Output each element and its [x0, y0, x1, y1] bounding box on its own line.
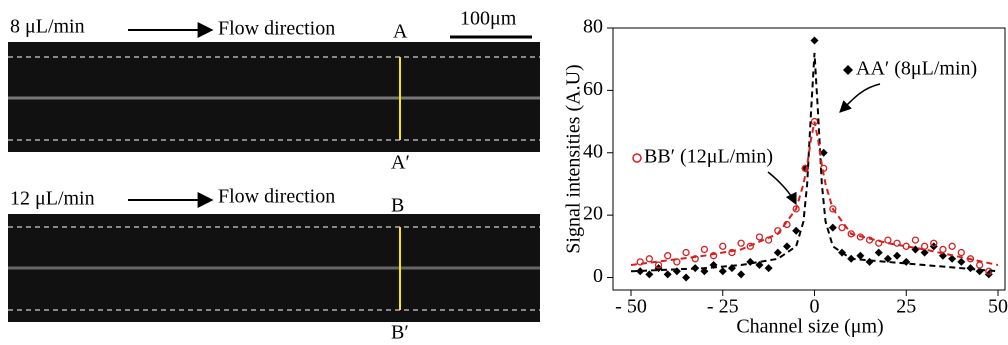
point — [765, 264, 773, 272]
point — [774, 249, 782, 257]
fit-line — [631, 122, 998, 265]
rate-label: 12 μL/min — [10, 188, 95, 210]
flow-label: Flow direction — [218, 18, 335, 40]
rate-label: 8 μL/min — [10, 16, 85, 38]
point — [958, 250, 964, 256]
y-tick-label: 80 — [583, 16, 603, 38]
point — [829, 224, 837, 232]
point — [957, 258, 965, 266]
x-tick-label: - 25 — [707, 296, 739, 318]
y-tick-label: 0 — [593, 265, 603, 287]
point — [756, 234, 762, 240]
point — [866, 258, 874, 266]
point — [646, 256, 652, 262]
y-tick-label: 60 — [583, 78, 603, 100]
point — [746, 258, 754, 266]
x-tick-label: - 50 — [615, 296, 647, 318]
point — [664, 270, 672, 278]
section-end: B′ — [391, 322, 409, 344]
figure: 8 μL/min Flow direction A 100μm A′ 12 μL… — [0, 0, 1008, 345]
point — [720, 243, 726, 249]
point — [665, 253, 671, 259]
flow-label: Flow direction — [218, 186, 335, 208]
legend-label: BB′ (12μL/min) — [644, 146, 773, 168]
x-axis-label: Channel size (μm) — [736, 316, 883, 338]
image-top: 8 μL/min Flow direction A 100μm A′ — [8, 8, 540, 174]
x-tick-label: 0 — [810, 296, 820, 318]
point — [940, 246, 946, 252]
legend-marker — [633, 154, 641, 162]
point — [701, 246, 707, 252]
point — [737, 270, 745, 278]
point — [738, 240, 744, 246]
chart: Signal intensities (A.U) Channel size (μ… — [563, 16, 1008, 338]
point — [783, 242, 791, 250]
section-start: A — [393, 21, 408, 43]
y-tick-label: 40 — [583, 140, 603, 162]
point — [682, 274, 690, 282]
point — [977, 262, 983, 268]
point — [811, 36, 819, 44]
point — [885, 237, 891, 243]
point — [875, 249, 883, 257]
annotation-arrow — [768, 172, 796, 204]
annotation-arrow — [840, 84, 880, 112]
point — [949, 243, 955, 249]
scale-label: 100μm — [460, 8, 517, 30]
point — [683, 250, 689, 256]
y-axis-label: Signal intensities (A.U) — [563, 64, 585, 253]
x-tick-label: 50 — [988, 296, 1008, 318]
section-start: B — [391, 195, 404, 217]
section-end: A′ — [391, 152, 410, 174]
legend-marker — [843, 65, 853, 75]
legend-label: AA′ (8μL/min) — [856, 58, 977, 80]
point — [856, 252, 864, 260]
image-bottom: 12 μL/min Flow direction B B′ — [8, 186, 540, 344]
point — [912, 237, 918, 243]
y-tick-label: 20 — [583, 203, 603, 225]
x-tick-label: 25 — [896, 296, 916, 318]
point — [893, 252, 901, 260]
point — [902, 258, 910, 266]
point — [719, 267, 727, 275]
